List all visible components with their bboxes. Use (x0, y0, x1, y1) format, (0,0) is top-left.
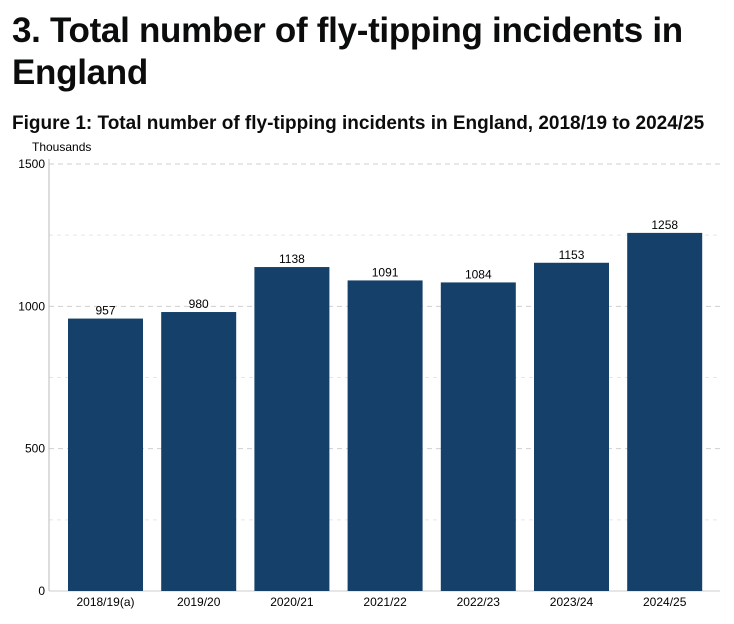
bar (347, 280, 423, 591)
x-tick-label: 2020/21 (270, 595, 314, 609)
bar (627, 232, 703, 591)
bar (68, 318, 143, 591)
page-heading: 3. Total number of fly-tipping incidents… (12, 11, 683, 92)
bar (254, 267, 330, 591)
bar (440, 282, 516, 591)
x-tick-label: 2018/19(a) (76, 595, 134, 609)
x-tick-label: 2019/20 (177, 595, 221, 609)
data-label: 980 (189, 297, 209, 311)
y-tick-label: 0 (38, 584, 45, 598)
data-label: 1258 (651, 218, 678, 232)
x-tick-label: 2022/23 (457, 595, 501, 609)
y-axis-label: Thousands (32, 140, 91, 154)
x-tick-label: 2021/22 (363, 595, 407, 609)
data-label: 957 (95, 304, 115, 318)
y-tick-label: 500 (25, 442, 45, 456)
y-tick-label: 1500 (18, 157, 45, 171)
bar (534, 262, 609, 591)
data-label: 1091 (372, 265, 399, 279)
chart-title: Figure 1: Total number of fly-tipping in… (12, 113, 705, 134)
y-tick-label: 1000 (18, 299, 45, 313)
data-label: 1138 (279, 252, 305, 266)
bar (161, 312, 237, 591)
data-label: 1084 (465, 267, 492, 281)
x-tick-label: 2023/24 (550, 595, 594, 609)
x-tick-label: 2024/25 (643, 595, 687, 609)
data-label: 1153 (559, 248, 585, 262)
